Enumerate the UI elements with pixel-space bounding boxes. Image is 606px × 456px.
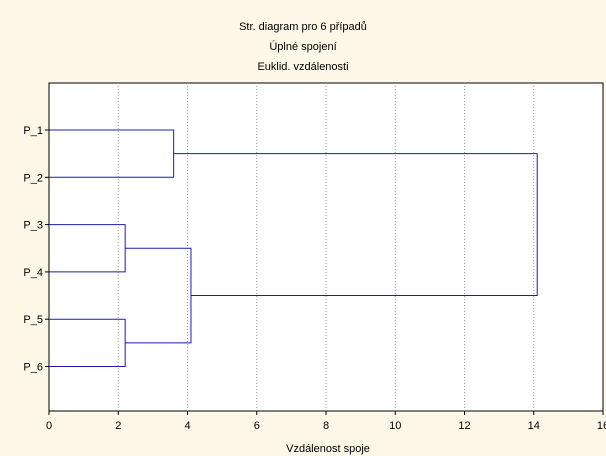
x-tick-label-0: 0 xyxy=(46,420,52,432)
dendrogram-link-5 xyxy=(173,153,538,297)
leaf-labels: P_1 P_2 P_3 P_4 P_5 P_6 xyxy=(23,125,49,374)
dendrogram-links xyxy=(49,129,538,367)
x-tick-label-10: 10 xyxy=(389,420,401,432)
leaf-label-P_3: P_3 xyxy=(23,220,43,232)
x-tick-labels: 0 2 4 6 8 10 12 14 16 xyxy=(46,411,606,432)
leaf-label-P_4: P_4 xyxy=(23,267,43,279)
x-tick-label-16: 16 xyxy=(597,420,606,432)
x-tick-label-6: 6 xyxy=(254,420,260,432)
chart-title-line-2: Úplné spojení xyxy=(269,40,336,53)
x-tick-label-12: 12 xyxy=(458,420,470,432)
leaf-label-P_1: P_1 xyxy=(23,125,43,137)
x-tick-label-2: 2 xyxy=(115,420,121,432)
plot-area xyxy=(48,82,604,412)
dendrogram-link-4 xyxy=(125,247,192,344)
x-tick-label-8: 8 xyxy=(323,420,329,432)
grid-lines xyxy=(117,83,535,411)
leaf-label-P_2: P_2 xyxy=(23,172,43,184)
leaf-label-P_5: P_5 xyxy=(23,314,43,326)
leaf-label-P_6: P_6 xyxy=(23,362,43,374)
x-axis-label: Vzdálenost spoje xyxy=(286,443,370,455)
chart-title-line-3: Euklid. vzdálenosti xyxy=(257,61,348,73)
x-tick-label-4: 4 xyxy=(184,420,190,432)
chart-title-line-1: Str. diagram pro 6 případů xyxy=(239,21,367,33)
x-tick-label-14: 14 xyxy=(528,420,540,432)
